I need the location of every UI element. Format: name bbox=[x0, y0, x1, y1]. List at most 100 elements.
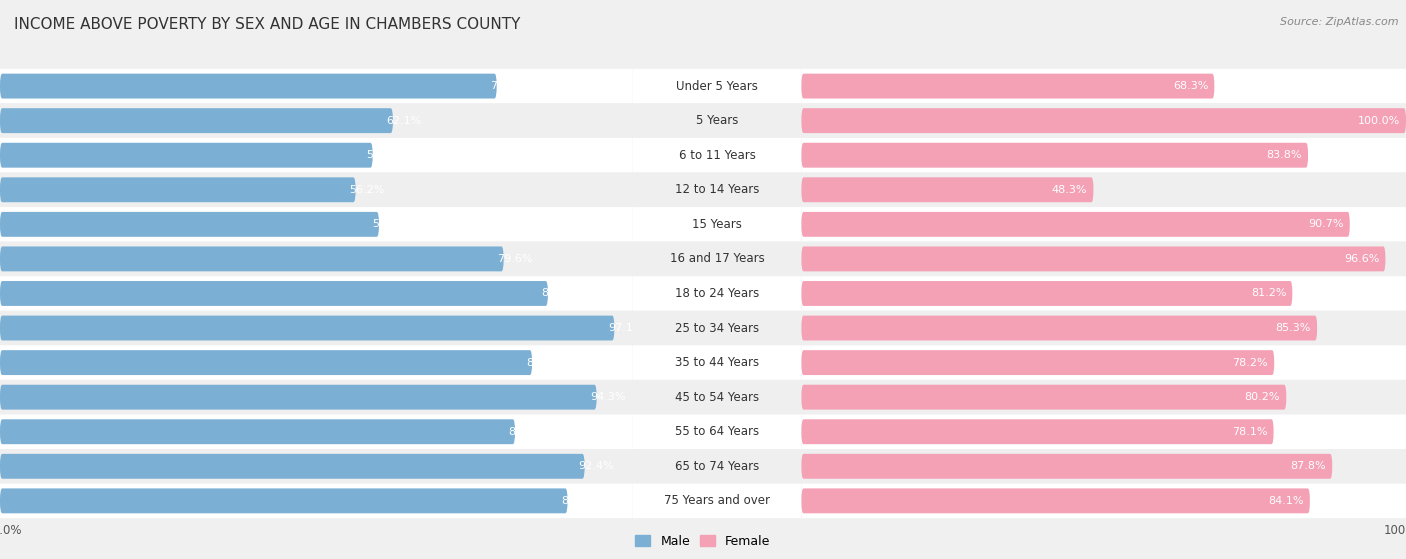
FancyBboxPatch shape bbox=[0, 311, 633, 345]
FancyBboxPatch shape bbox=[801, 177, 1094, 202]
Text: 100.0%: 100.0% bbox=[1358, 116, 1400, 126]
FancyBboxPatch shape bbox=[801, 385, 1286, 410]
FancyBboxPatch shape bbox=[0, 449, 633, 484]
FancyBboxPatch shape bbox=[801, 108, 1406, 133]
FancyBboxPatch shape bbox=[0, 103, 633, 138]
Text: 92.4%: 92.4% bbox=[578, 461, 614, 471]
FancyBboxPatch shape bbox=[801, 484, 1406, 518]
FancyBboxPatch shape bbox=[0, 380, 633, 414]
FancyBboxPatch shape bbox=[0, 489, 568, 513]
FancyBboxPatch shape bbox=[633, 380, 801, 414]
FancyBboxPatch shape bbox=[633, 484, 801, 518]
FancyBboxPatch shape bbox=[0, 454, 585, 479]
Text: 35 to 44 Years: 35 to 44 Years bbox=[675, 356, 759, 369]
FancyBboxPatch shape bbox=[0, 345, 633, 380]
FancyBboxPatch shape bbox=[801, 311, 1406, 345]
Text: 89.7%: 89.7% bbox=[561, 496, 596, 506]
FancyBboxPatch shape bbox=[801, 247, 1385, 271]
Text: 78.2%: 78.2% bbox=[1233, 358, 1268, 368]
Text: 96.6%: 96.6% bbox=[1344, 254, 1379, 264]
FancyBboxPatch shape bbox=[0, 74, 496, 98]
Text: 80.2%: 80.2% bbox=[1244, 392, 1281, 402]
FancyBboxPatch shape bbox=[0, 212, 380, 237]
Text: Under 5 Years: Under 5 Years bbox=[676, 79, 758, 93]
Text: 45 to 54 Years: 45 to 54 Years bbox=[675, 391, 759, 404]
Text: 25 to 34 Years: 25 to 34 Years bbox=[675, 321, 759, 334]
FancyBboxPatch shape bbox=[801, 350, 1274, 375]
FancyBboxPatch shape bbox=[0, 207, 633, 241]
FancyBboxPatch shape bbox=[0, 108, 392, 133]
Text: 5 Years: 5 Years bbox=[696, 114, 738, 127]
FancyBboxPatch shape bbox=[801, 449, 1406, 484]
Text: 65 to 74 Years: 65 to 74 Years bbox=[675, 460, 759, 473]
Text: 16 and 17 Years: 16 and 17 Years bbox=[669, 253, 765, 266]
FancyBboxPatch shape bbox=[0, 414, 633, 449]
FancyBboxPatch shape bbox=[633, 69, 801, 103]
FancyBboxPatch shape bbox=[0, 69, 633, 103]
FancyBboxPatch shape bbox=[801, 419, 1274, 444]
FancyBboxPatch shape bbox=[0, 281, 548, 306]
Text: 68.3%: 68.3% bbox=[1173, 81, 1208, 91]
Text: 84.1%: 84.1% bbox=[1268, 496, 1303, 506]
Text: 12 to 14 Years: 12 to 14 Years bbox=[675, 183, 759, 196]
FancyBboxPatch shape bbox=[801, 207, 1406, 241]
Text: Source: ZipAtlas.com: Source: ZipAtlas.com bbox=[1281, 17, 1399, 27]
Text: 81.4%: 81.4% bbox=[509, 427, 544, 437]
FancyBboxPatch shape bbox=[801, 380, 1406, 414]
FancyBboxPatch shape bbox=[633, 173, 801, 207]
Text: 81.2%: 81.2% bbox=[1251, 288, 1286, 299]
FancyBboxPatch shape bbox=[0, 143, 373, 168]
Text: 62.1%: 62.1% bbox=[387, 116, 422, 126]
Text: 85.3%: 85.3% bbox=[1275, 323, 1310, 333]
FancyBboxPatch shape bbox=[801, 103, 1406, 138]
Text: 56.2%: 56.2% bbox=[349, 185, 385, 195]
Text: 75 Years and over: 75 Years and over bbox=[664, 494, 770, 508]
FancyBboxPatch shape bbox=[801, 414, 1406, 449]
Text: 79.6%: 79.6% bbox=[498, 254, 533, 264]
Text: INCOME ABOVE POVERTY BY SEX AND AGE IN CHAMBERS COUNTY: INCOME ABOVE POVERTY BY SEX AND AGE IN C… bbox=[14, 17, 520, 32]
FancyBboxPatch shape bbox=[633, 207, 801, 241]
FancyBboxPatch shape bbox=[0, 177, 356, 202]
Text: 90.7%: 90.7% bbox=[1308, 219, 1344, 229]
FancyBboxPatch shape bbox=[801, 143, 1308, 168]
Text: 59.9%: 59.9% bbox=[373, 219, 408, 229]
Text: 84.1%: 84.1% bbox=[526, 358, 561, 368]
Text: 94.3%: 94.3% bbox=[591, 392, 626, 402]
Text: 18 to 24 Years: 18 to 24 Years bbox=[675, 287, 759, 300]
FancyBboxPatch shape bbox=[801, 454, 1333, 479]
FancyBboxPatch shape bbox=[801, 316, 1317, 340]
Text: 97.1%: 97.1% bbox=[607, 323, 644, 333]
Text: 78.5%: 78.5% bbox=[491, 81, 526, 91]
FancyBboxPatch shape bbox=[0, 173, 633, 207]
FancyBboxPatch shape bbox=[0, 247, 503, 271]
Text: 78.1%: 78.1% bbox=[1232, 427, 1268, 437]
FancyBboxPatch shape bbox=[801, 212, 1350, 237]
FancyBboxPatch shape bbox=[801, 276, 1406, 311]
FancyBboxPatch shape bbox=[0, 276, 633, 311]
FancyBboxPatch shape bbox=[633, 138, 801, 173]
Text: 6 to 11 Years: 6 to 11 Years bbox=[679, 149, 755, 162]
Text: 86.6%: 86.6% bbox=[541, 288, 576, 299]
Text: 58.9%: 58.9% bbox=[367, 150, 402, 160]
FancyBboxPatch shape bbox=[801, 138, 1406, 173]
FancyBboxPatch shape bbox=[633, 276, 801, 311]
FancyBboxPatch shape bbox=[801, 69, 1406, 103]
Legend: Male, Female: Male, Female bbox=[630, 530, 776, 553]
FancyBboxPatch shape bbox=[633, 414, 801, 449]
FancyBboxPatch shape bbox=[801, 241, 1406, 276]
Text: 83.8%: 83.8% bbox=[1267, 150, 1302, 160]
FancyBboxPatch shape bbox=[0, 138, 633, 173]
FancyBboxPatch shape bbox=[0, 484, 633, 518]
Text: 48.3%: 48.3% bbox=[1052, 185, 1087, 195]
FancyBboxPatch shape bbox=[633, 103, 801, 138]
FancyBboxPatch shape bbox=[633, 449, 801, 484]
FancyBboxPatch shape bbox=[633, 241, 801, 276]
FancyBboxPatch shape bbox=[0, 419, 515, 444]
Text: 87.8%: 87.8% bbox=[1291, 461, 1326, 471]
Text: 15 Years: 15 Years bbox=[692, 218, 742, 231]
FancyBboxPatch shape bbox=[633, 345, 801, 380]
FancyBboxPatch shape bbox=[0, 316, 614, 340]
Text: 55 to 64 Years: 55 to 64 Years bbox=[675, 425, 759, 438]
FancyBboxPatch shape bbox=[801, 345, 1406, 380]
FancyBboxPatch shape bbox=[801, 173, 1406, 207]
